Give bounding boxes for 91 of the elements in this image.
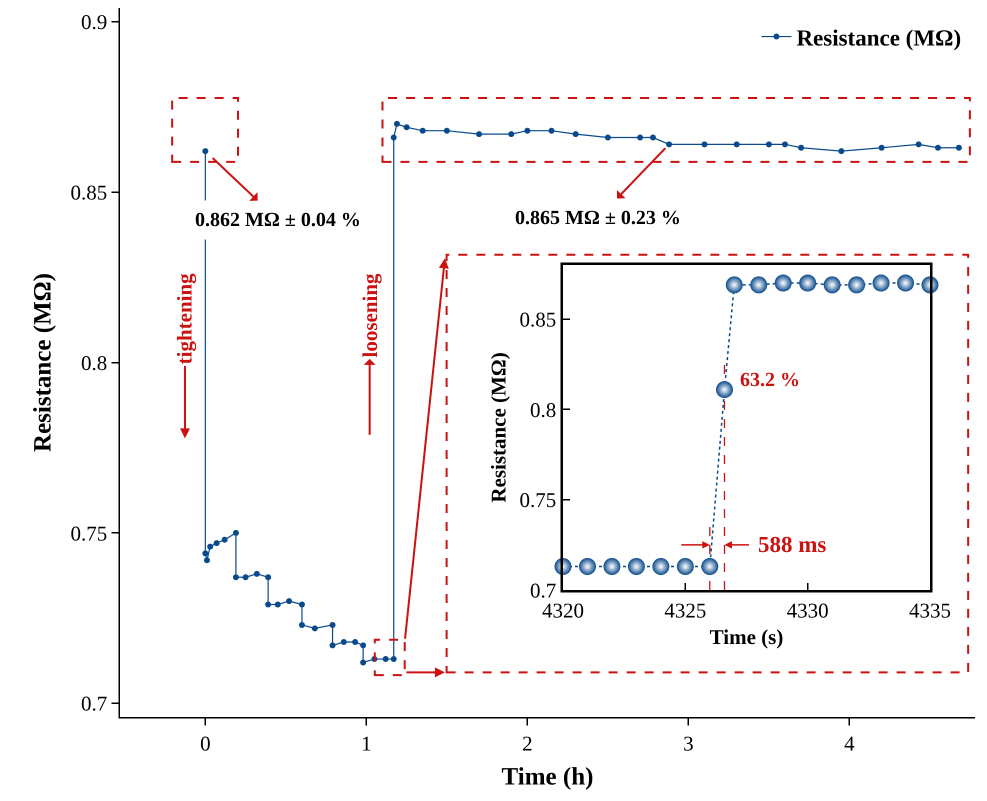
point — [420, 128, 426, 134]
point — [444, 128, 450, 134]
point — [390, 656, 397, 662]
y-tick-label: 0.8 — [530, 398, 556, 422]
point — [701, 141, 708, 148]
point — [298, 602, 305, 608]
annotation: tightening — [172, 272, 197, 364]
y-axis-title: Resistance (MΩ) — [486, 352, 510, 503]
point — [242, 574, 249, 580]
point — [578, 558, 596, 576]
annotation: 588 ms — [758, 532, 826, 557]
point — [524, 128, 530, 134]
annotation: 0.865 MΩ ± 0.23 % — [515, 207, 681, 229]
point — [774, 274, 792, 292]
point — [572, 131, 579, 138]
point — [222, 536, 228, 543]
point — [734, 141, 740, 148]
point — [265, 602, 272, 608]
point — [202, 550, 208, 556]
point — [652, 558, 670, 576]
point — [637, 134, 644, 141]
point — [916, 141, 922, 148]
x-tick-label: 3 — [683, 732, 694, 756]
x-tick-label: 4335 — [909, 598, 951, 623]
point — [676, 558, 694, 576]
annotation: 0.862 MΩ ± 0.04 % — [195, 209, 361, 231]
y-tick-label: 0.8 — [81, 350, 108, 375]
point — [799, 274, 816, 292]
point — [897, 274, 914, 292]
point — [207, 544, 214, 550]
x-axis-title: Time (s) — [710, 625, 784, 650]
point — [934, 144, 941, 151]
point — [956, 144, 962, 151]
legend-label: Resistance (MΩ) — [796, 26, 962, 51]
point — [382, 656, 389, 662]
x-tick-label: 1 — [361, 732, 372, 756]
point — [798, 144, 804, 151]
point — [548, 128, 555, 134]
y-tick-label: 0.9 — [81, 10, 108, 34]
point — [650, 134, 656, 141]
x-tick-label: 4325 — [664, 598, 706, 623]
point — [204, 557, 210, 564]
point — [274, 602, 281, 608]
point — [726, 276, 743, 294]
point — [824, 276, 841, 294]
point — [390, 134, 397, 141]
x-tick-label: 0 — [200, 732, 211, 756]
y-tick-label: 0.85 — [520, 308, 556, 332]
x-tick-label: 2 — [522, 732, 533, 756]
point — [394, 120, 400, 127]
point — [603, 558, 620, 576]
point — [232, 530, 239, 536]
x-axis-title: Time (h) — [502, 763, 594, 790]
x-tick-label: 4 — [844, 732, 856, 756]
point — [360, 642, 366, 648]
point — [340, 639, 347, 646]
point — [265, 574, 272, 580]
point — [872, 274, 890, 292]
point — [202, 148, 208, 154]
point — [628, 558, 645, 576]
y-tick-label: 0.75 — [520, 488, 556, 512]
point — [508, 131, 514, 138]
annotation: 63.2 % — [740, 369, 800, 391]
point — [716, 381, 733, 398]
x-tick-label: 4330 — [786, 598, 829, 623]
point — [750, 276, 768, 294]
point — [476, 131, 482, 138]
y-tick-label: 0.85 — [70, 180, 108, 204]
point — [330, 622, 336, 628]
annotation: loosening — [358, 272, 382, 358]
point — [352, 639, 358, 646]
point — [701, 558, 718, 576]
point — [404, 124, 410, 130]
point — [330, 642, 336, 648]
y-axis-title: Resistance (MΩ) — [30, 273, 57, 452]
point — [298, 622, 305, 628]
point — [254, 570, 260, 577]
point — [360, 659, 366, 666]
point — [286, 598, 292, 604]
point — [878, 144, 885, 151]
y-tick-label: 0.7 — [81, 692, 108, 716]
point — [766, 141, 772, 148]
y-tick-label: 0.75 — [70, 521, 108, 546]
point — [838, 148, 844, 154]
point — [666, 141, 672, 148]
point — [782, 141, 788, 148]
point — [214, 540, 220, 546]
point — [604, 134, 611, 141]
point — [848, 276, 866, 294]
point — [312, 625, 318, 632]
point — [232, 574, 239, 580]
